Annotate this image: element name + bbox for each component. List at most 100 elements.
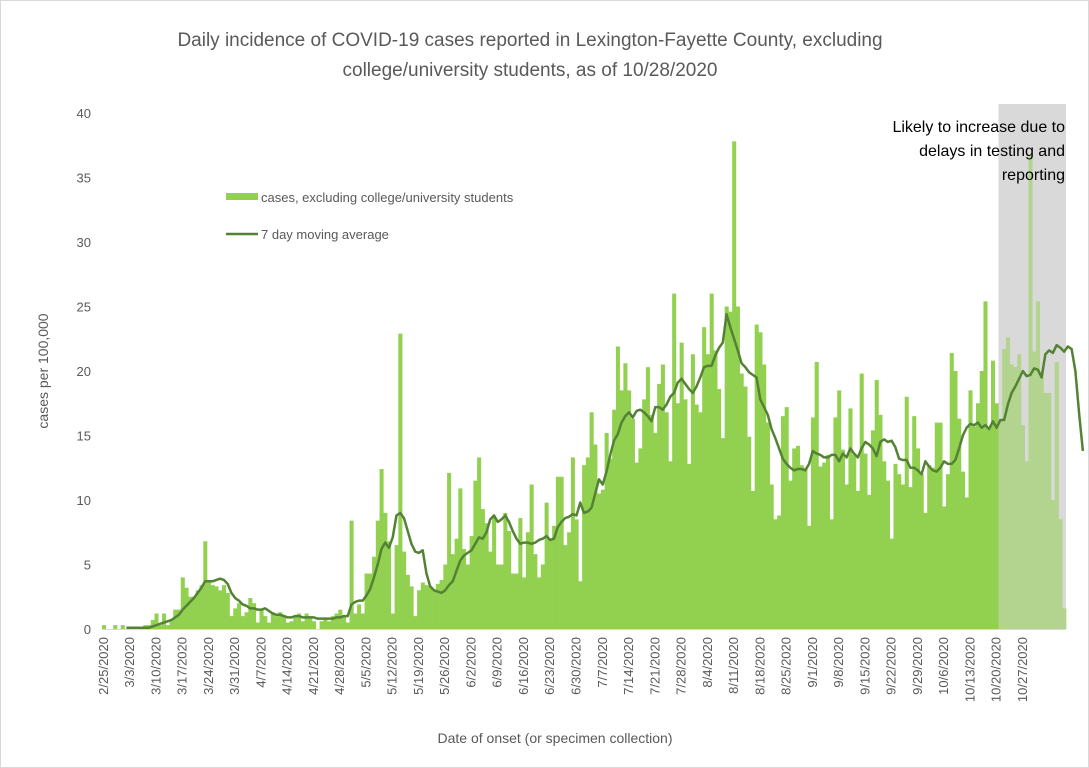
bar xyxy=(867,494,872,629)
bar xyxy=(405,574,410,629)
bar xyxy=(165,625,170,629)
x-tick-label: 8/11/2020 xyxy=(726,637,741,694)
x-tick-label: 9/8/2020 xyxy=(831,637,846,688)
bar xyxy=(885,480,890,629)
bar xyxy=(420,582,425,629)
bar xyxy=(964,497,969,629)
bar xyxy=(477,457,482,629)
bar xyxy=(765,422,770,629)
bar xyxy=(585,457,590,629)
bar xyxy=(769,484,774,629)
bar xyxy=(754,324,759,629)
bar xyxy=(375,520,380,629)
bar xyxy=(713,350,718,629)
y-tick-label: 20 xyxy=(77,364,91,379)
bar xyxy=(642,399,647,629)
bar xyxy=(304,613,309,629)
bar xyxy=(252,603,257,629)
bar xyxy=(882,461,887,629)
bar xyxy=(919,474,924,629)
bar xyxy=(462,549,467,629)
bar xyxy=(289,621,294,629)
moving-average-line xyxy=(126,312,1085,629)
bar xyxy=(499,564,504,629)
bar xyxy=(473,480,478,629)
x-tick-label: 3/3/2020 xyxy=(122,637,137,688)
bar xyxy=(687,463,692,629)
bar xyxy=(199,585,204,629)
bar xyxy=(975,403,981,629)
bar xyxy=(394,545,399,629)
bar xyxy=(784,407,789,629)
bar xyxy=(360,613,365,629)
bar xyxy=(987,429,992,629)
bar xyxy=(413,616,418,629)
bar xyxy=(780,416,785,629)
y-tick-label: 5 xyxy=(84,558,91,573)
bar xyxy=(615,346,620,629)
x-tick-label: 10/27/2020 xyxy=(1015,637,1030,702)
bar xyxy=(428,586,433,629)
bar xyxy=(1035,301,1041,629)
bar xyxy=(983,301,988,629)
x-tick-label: 10/6/2020 xyxy=(936,637,951,695)
legend-label-cases: cases, excluding college/university stud… xyxy=(261,190,514,205)
bar xyxy=(214,586,219,629)
bar xyxy=(495,564,500,629)
bar xyxy=(345,622,350,629)
bar xyxy=(938,422,943,629)
bar xyxy=(762,364,767,629)
bar xyxy=(184,587,189,629)
bar xyxy=(368,573,373,629)
x-tick-label: 7/28/2020 xyxy=(674,637,689,695)
bar xyxy=(732,141,737,629)
bar xyxy=(874,380,879,629)
bar xyxy=(1039,371,1044,629)
bar xyxy=(668,461,673,629)
bar xyxy=(897,474,902,629)
annotation-line-1: Likely to increase due to xyxy=(892,119,1065,136)
x-tick-label: 6/16/2020 xyxy=(516,637,531,695)
bar xyxy=(507,530,512,629)
bar xyxy=(210,585,215,629)
x-tick-label: 5/19/2020 xyxy=(411,637,426,695)
bar xyxy=(1043,392,1048,629)
y-tick-label: 40 xyxy=(77,106,91,121)
bar xyxy=(994,403,999,629)
bar xyxy=(582,465,587,629)
bar xyxy=(852,454,857,629)
bar xyxy=(1028,154,1033,629)
bar xyxy=(248,598,253,629)
bar xyxy=(450,554,455,629)
bar xyxy=(563,545,568,629)
bar xyxy=(1013,367,1018,629)
chart-title-line-1: Daily incidence of COVID-19 cases report… xyxy=(177,30,883,51)
bar xyxy=(923,512,928,629)
bar xyxy=(1062,608,1067,629)
bar xyxy=(398,333,403,629)
bar xyxy=(717,389,722,629)
bar xyxy=(319,621,324,629)
bar xyxy=(488,551,493,629)
bar xyxy=(518,518,523,629)
bar xyxy=(334,613,339,629)
y-axis-title: cases per 100,000 xyxy=(35,313,51,428)
bar xyxy=(267,622,272,629)
bar xyxy=(278,612,283,629)
bar xyxy=(600,489,605,629)
bar xyxy=(945,474,951,629)
bar xyxy=(259,609,264,629)
bar xyxy=(683,399,688,629)
bar xyxy=(979,371,984,629)
bar xyxy=(432,590,437,629)
bar xyxy=(998,420,1003,629)
bar xyxy=(1024,461,1029,629)
bar xyxy=(1058,519,1063,629)
x-tick-label: 3/31/2020 xyxy=(227,637,242,695)
bar xyxy=(1005,337,1011,629)
shaded-region-overlay-rect xyxy=(998,104,1066,629)
bar xyxy=(417,590,422,629)
bar xyxy=(570,457,575,629)
bar xyxy=(229,616,234,629)
x-tick-label: 3/17/2020 xyxy=(175,637,190,695)
